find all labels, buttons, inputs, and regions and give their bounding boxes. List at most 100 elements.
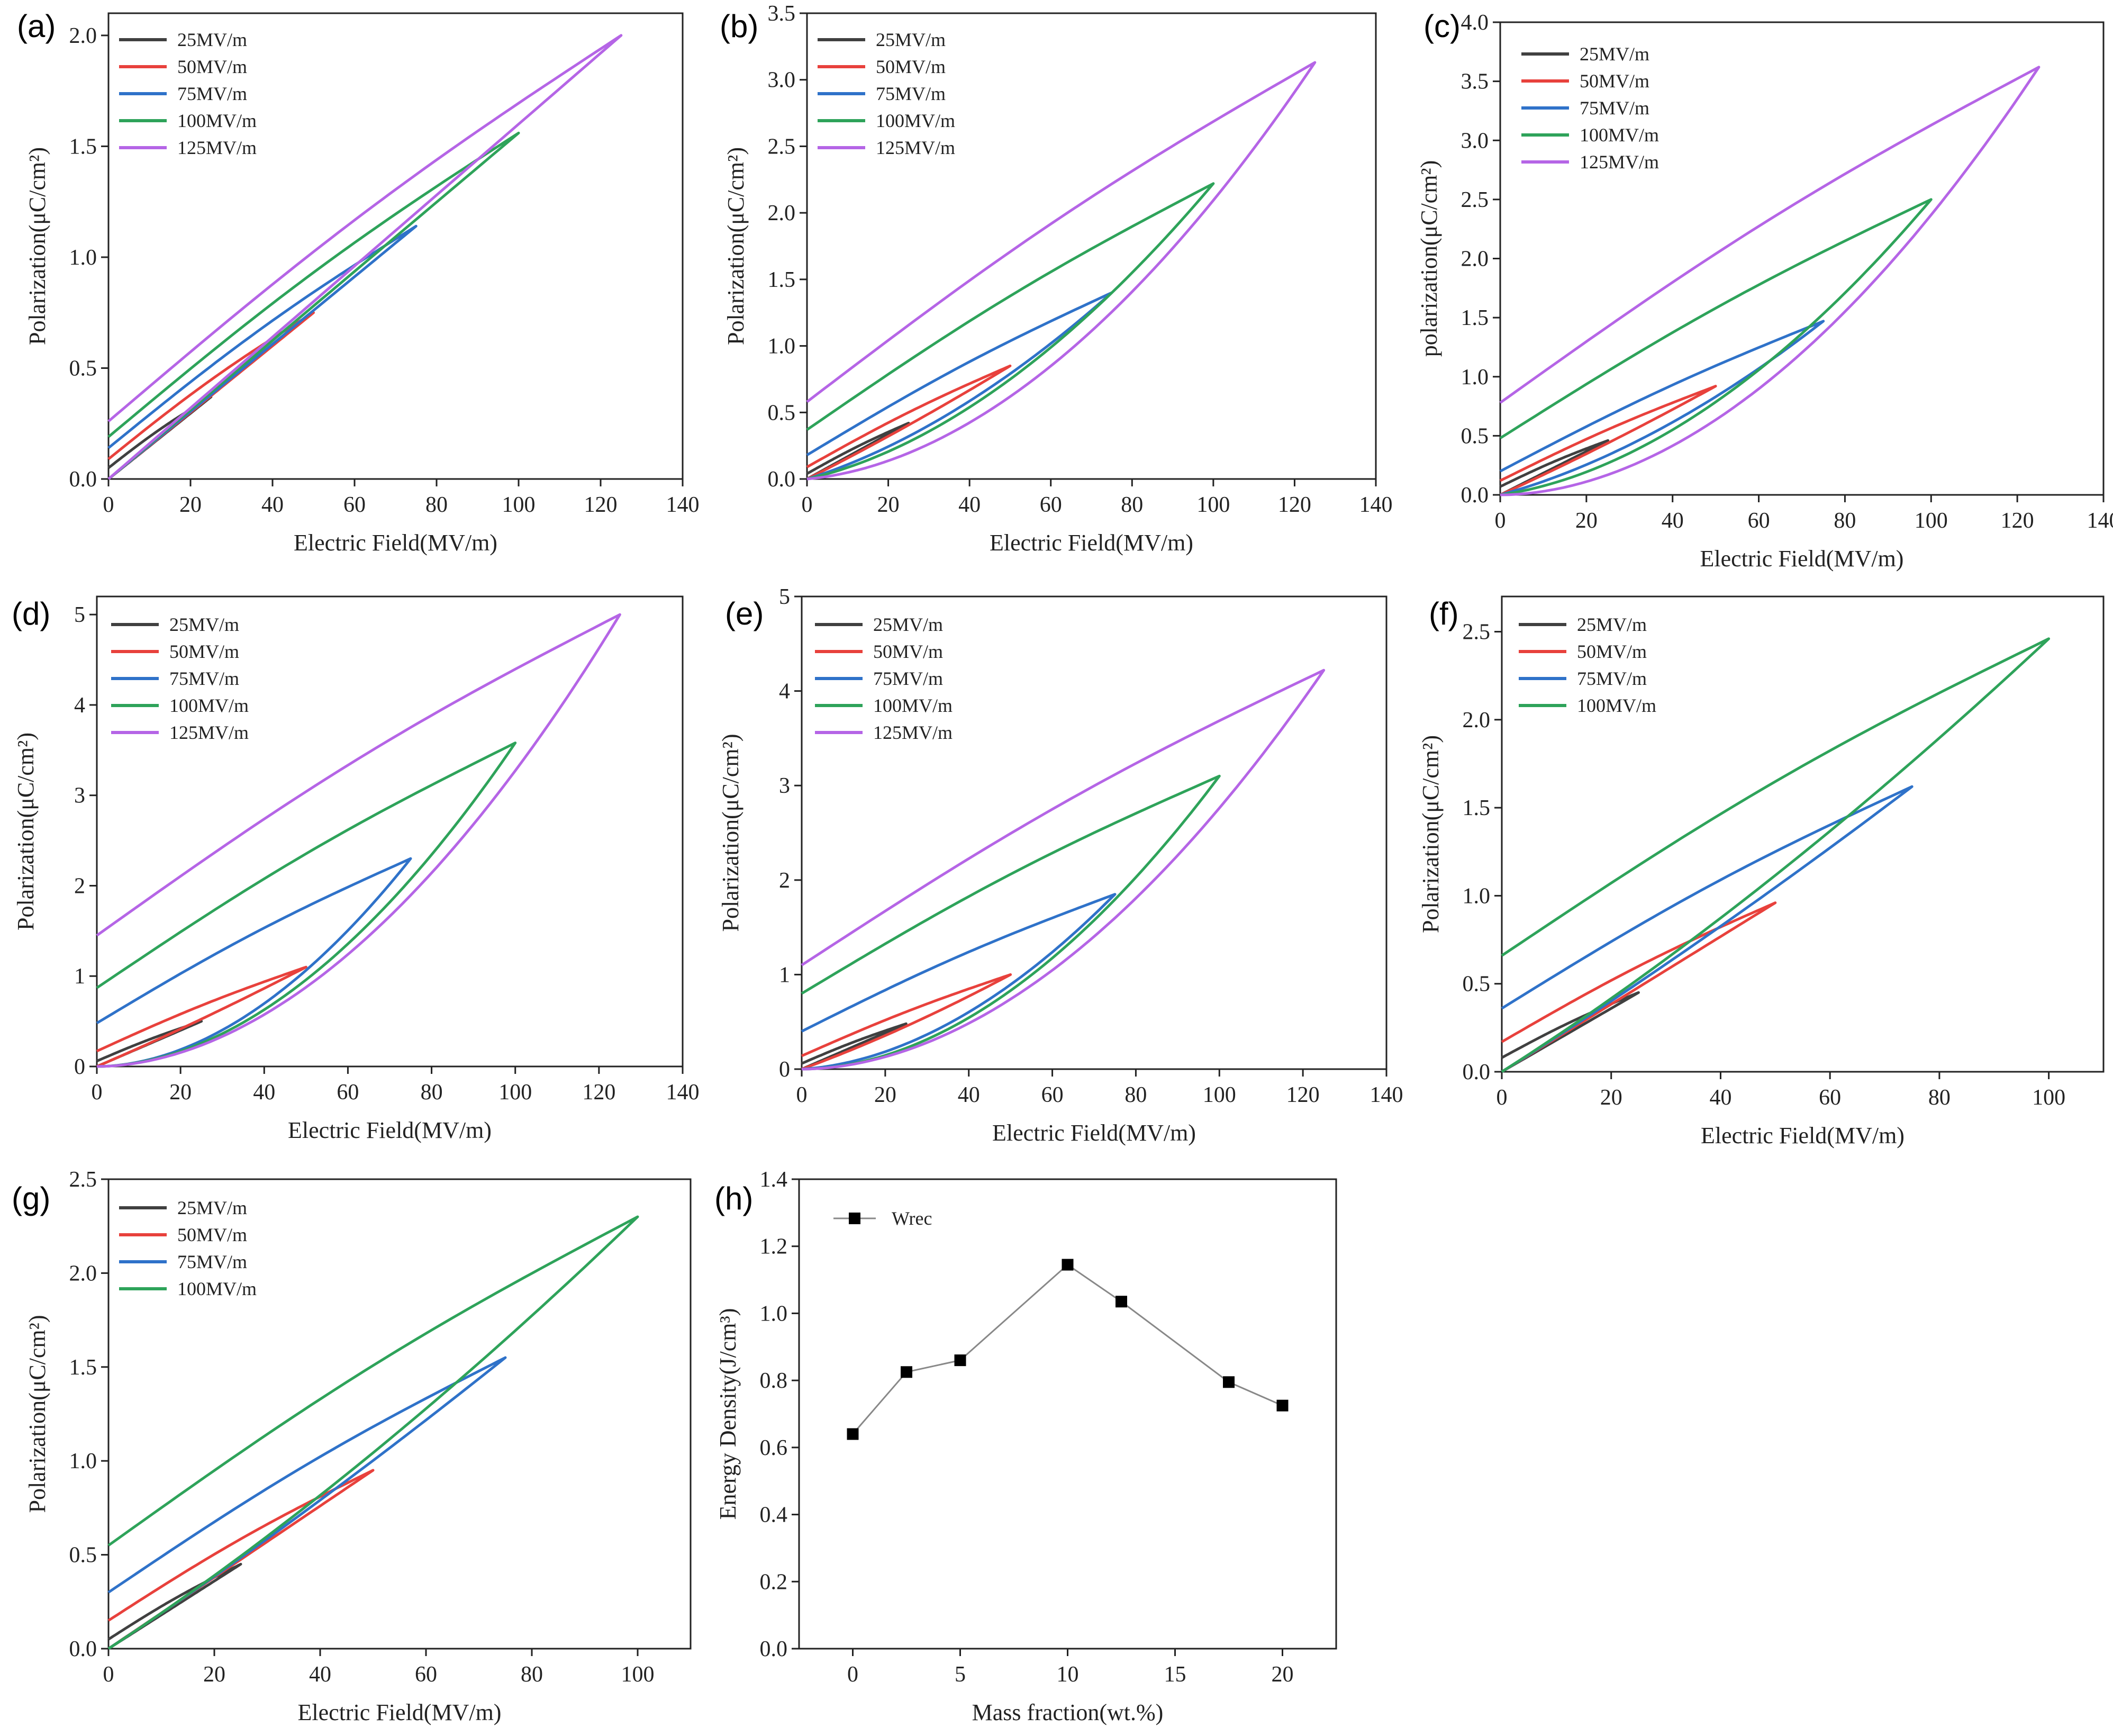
legend-label: 50MV/m — [169, 641, 239, 662]
loop-75MV-m — [1499, 320, 1825, 496]
x-tick-label: 120 — [2001, 509, 2034, 533]
y-tick-label: 1.0 — [69, 1449, 97, 1473]
x-tick-label: 80 — [1928, 1086, 1951, 1110]
x-tick-label: 140 — [666, 1080, 700, 1105]
y-tick-label: 0.0 — [69, 1637, 97, 1661]
legend-label: 25MV/m — [1577, 614, 1647, 635]
y-tick-label: 2 — [779, 869, 790, 893]
y-tick-label: 0.2 — [760, 1570, 788, 1594]
x-tick-label: 100 — [621, 1662, 655, 1687]
wrec-point — [1223, 1376, 1235, 1388]
y-tick-label: 0.5 — [768, 401, 796, 425]
plot-frame — [806, 12, 1377, 480]
loop-25MV-m — [801, 1022, 908, 1071]
chart-panel-g: (g) 0 20 40 60 80 100 0.0 0.5 1.0 1.5 2.0 2.5 Electri… — [12, 1168, 692, 1725]
loop-100MV-m — [1501, 637, 2051, 1073]
loop-100MV-m — [806, 182, 1215, 481]
chart-panel-e: (e) 0 20 40 60 80 100 120 140 0 1 2 3 4 5 Electric Fiel… — [718, 585, 1403, 1146]
y-tick-label: 5 — [779, 585, 790, 609]
y-tick-label: 1.0 — [760, 1301, 788, 1326]
x-axis-title: Electric Field(MV/m) — [298, 1699, 502, 1725]
x-tick-label: 80 — [1121, 493, 1143, 517]
x-tick-label: 100 — [498, 1080, 532, 1105]
y-tick-label: 0.5 — [69, 1543, 97, 1568]
y-tick-label: 1.0 — [1463, 884, 1491, 908]
x-axis-title: Electric Field(MV/m) — [1701, 1123, 1905, 1149]
x-tick-label: 20 — [1600, 1086, 1622, 1110]
chart-panel-f: (f) 0 20 40 60 80 100 0.0 0.5 1.0 1.5 2.0 2.5 Electri… — [1418, 595, 2105, 1149]
x-tick-label: 20 — [179, 493, 202, 517]
x-tick-label: 120 — [582, 1080, 615, 1105]
y-tick-label: 0.0 — [768, 467, 796, 492]
y-tick-label: 4 — [779, 680, 790, 704]
x-axis-title: Electric Field(MV/m) — [288, 1117, 492, 1143]
loop-125MV-m — [1499, 66, 2041, 496]
legend-label: 125MV/m — [1580, 151, 1659, 173]
chart-panel-c: (c) 0 20 40 60 80 100 120 140 0.0 0.5 1.0 1.5 2.0 2.5 3… — [1416, 8, 2113, 572]
y-axis-title: Polarization(μC/cm²) — [723, 147, 749, 345]
x-tick-label: 20 — [877, 493, 900, 517]
x-tick-label: 60 — [1748, 509, 1770, 533]
y-tick-label: 0.6 — [760, 1436, 788, 1460]
loop-125MV-m — [107, 34, 623, 480]
x-tick-label: 80 — [521, 1662, 543, 1687]
loop-75MV-m — [806, 291, 1113, 481]
loop-100MV-m — [107, 131, 520, 480]
y-tick-label: 1.5 — [69, 1355, 97, 1380]
legend-label: Wrec — [892, 1208, 932, 1229]
wrec-point — [954, 1354, 966, 1367]
loop-50MV-m — [801, 973, 1012, 1071]
x-axis-title: Electric Field(MV/m) — [294, 530, 497, 556]
legend-label: 50MV/m — [876, 56, 946, 77]
x-tick-label: 140 — [2087, 509, 2113, 533]
x-tick-label: 0 — [1497, 1086, 1508, 1110]
x-tick-label: 60 — [343, 493, 366, 517]
y-tick-label: 3.0 — [768, 68, 796, 93]
legend-label: 25MV/m — [169, 614, 239, 635]
chart-panel-b: (b) 0 20 40 60 80 100 120 140 0.0 0.5 1.0 1.5 2.0 2.5 3… — [720, 2, 1393, 556]
x-tick-label: 20 — [874, 1083, 896, 1107]
y-tick-label: 2.5 — [69, 1168, 97, 1192]
x-tick-label: 100 — [1915, 509, 1948, 533]
x-tick-label: 100 — [2032, 1086, 2065, 1110]
y-tick-label: 2 — [74, 874, 85, 898]
x-tick-label: 20 — [1575, 509, 1598, 533]
legend-label: 125MV/m — [876, 137, 955, 158]
x-tick-label: 120 — [1278, 493, 1311, 517]
plot-frame — [798, 1178, 1337, 1650]
loop-100MV-m — [1499, 198, 1933, 496]
x-tick-label: 80 — [421, 1080, 443, 1105]
legend-label: 75MV/m — [177, 83, 247, 104]
y-tick-label: 1.5 — [768, 268, 796, 292]
y-tick-label: 3.0 — [1461, 129, 1489, 153]
legend-label: 125MV/m — [177, 137, 257, 158]
legend-label: 50MV/m — [873, 641, 943, 662]
y-axis-title: Polarization(μC/cm²) — [24, 1315, 50, 1513]
y-axis-title: Energy Density(J/cm³) — [715, 1308, 741, 1520]
panel-letter: (g) — [12, 1181, 50, 1216]
legend-label: 100MV/m — [169, 695, 249, 716]
y-tick-label: 0.8 — [760, 1369, 788, 1393]
legend-label: 125MV/m — [873, 722, 953, 743]
y-tick-label: 4 — [74, 693, 85, 718]
x-tick-label: 140 — [666, 493, 700, 517]
y-tick-label: 3 — [779, 774, 790, 798]
y-axis-title: Polarization(μC/cm²) — [13, 733, 39, 930]
loop-50MV-m — [806, 364, 1012, 481]
y-tick-label: 1.0 — [69, 246, 97, 270]
x-tick-label: 60 — [1040, 493, 1062, 517]
x-tick-label: 40 — [261, 493, 284, 517]
panel-letter: (c) — [1423, 8, 1461, 44]
x-tick-label: 40 — [958, 1083, 980, 1107]
x-tick-label: 5 — [955, 1662, 966, 1687]
y-tick-label: 0.0 — [1461, 483, 1489, 508]
legend-label: 75MV/m — [876, 83, 946, 104]
plot-frame — [801, 595, 1387, 1070]
legend-label: 25MV/m — [876, 29, 946, 50]
wrec-point — [901, 1366, 912, 1378]
loop-25MV-m — [1501, 991, 1640, 1073]
x-tick-label: 40 — [309, 1662, 331, 1687]
y-tick-label: 1.5 — [1463, 796, 1491, 820]
y-tick-label: 1.2 — [760, 1235, 788, 1259]
y-tick-label: 0.5 — [1461, 424, 1489, 448]
